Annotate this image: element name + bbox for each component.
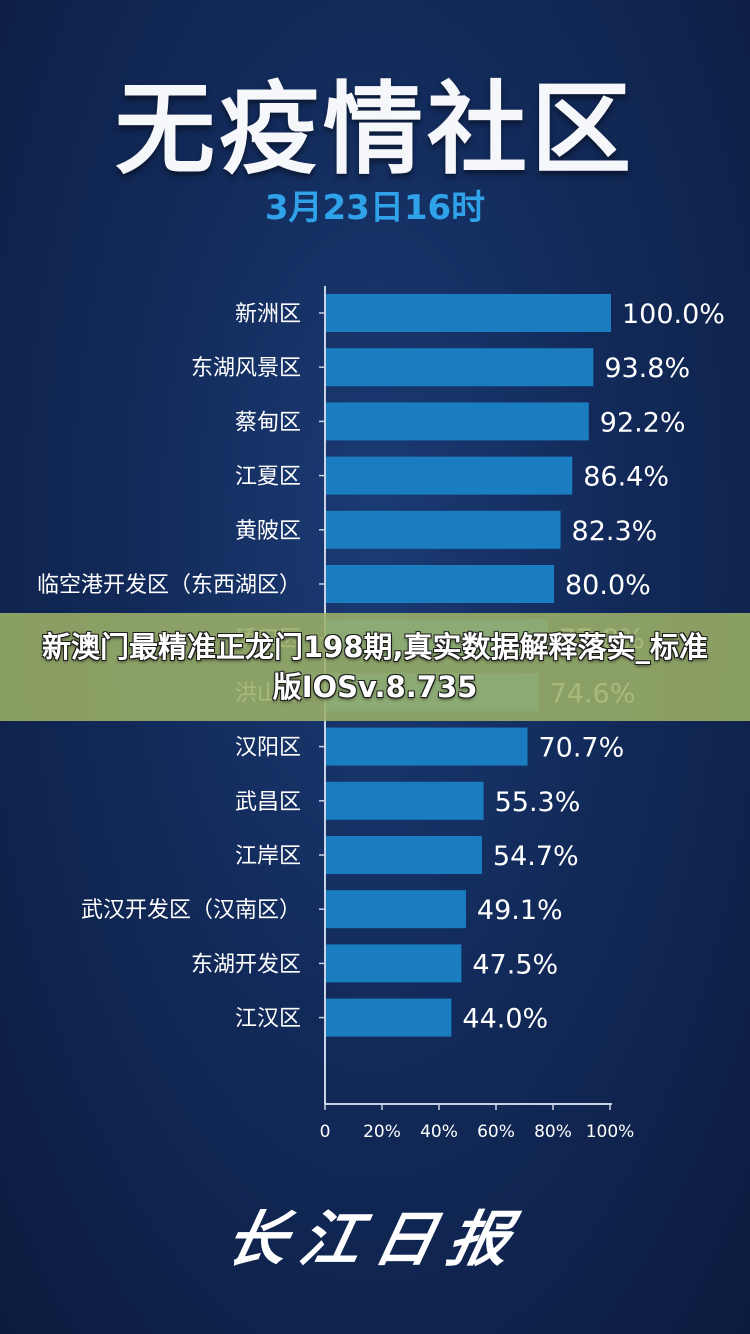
- category-label-12: 东湖开发区: [191, 952, 301, 977]
- category-label-8: 汉阳区: [235, 736, 301, 761]
- value-label-5: 80.0%: [565, 570, 651, 601]
- category-label-5: 临空港开发区（东西湖区）: [37, 573, 301, 598]
- bar-4: [326, 510, 561, 549]
- category-label-9: 武昌区: [235, 790, 301, 815]
- value-label-0: 100.0%: [622, 299, 725, 330]
- axis-layer: 0 20% 40% 60% 80% 100%: [319, 286, 634, 1142]
- bar-13: [326, 998, 452, 1037]
- x-tick-label-0: 0: [320, 1122, 331, 1142]
- category-label-4: 黄陂区: [235, 519, 301, 544]
- bar-8: [326, 727, 528, 766]
- newspaper-logo: 长江日报: [219, 1205, 531, 1275]
- category-label-1: 东湖风景区: [191, 356, 301, 381]
- category-label-2: 蔡甸区: [235, 410, 301, 435]
- x-tick-label-4: 80%: [534, 1122, 572, 1142]
- category-label-3: 江夏区: [235, 465, 301, 490]
- page-subtitle: 3月23日16时: [264, 188, 486, 228]
- value-label-4: 82.3%: [572, 516, 658, 547]
- value-label-9: 55.3%: [495, 787, 581, 818]
- bar-2: [326, 402, 589, 441]
- bar-12: [326, 944, 462, 983]
- category-label-13: 江汉区: [235, 1007, 301, 1032]
- value-label-12: 47.5%: [472, 949, 558, 980]
- value-label-3: 86.4%: [583, 462, 669, 493]
- x-tick-label-3: 60%: [477, 1122, 515, 1142]
- value-label-8: 70.7%: [538, 733, 624, 764]
- bar-9: [326, 781, 484, 820]
- page-title: 无疫情社区: [115, 71, 635, 188]
- x-tick-label-1: 20%: [363, 1122, 401, 1142]
- x-tick-label-2: 40%: [420, 1122, 458, 1142]
- value-label-10: 54.7%: [493, 841, 579, 872]
- category-label-10: 江岸区: [235, 844, 301, 869]
- banner-text: 新澳门最精准正龙门198期,真实数据解释落实_标准版IOSv.8.735: [41, 630, 709, 704]
- value-label-1: 93.8%: [604, 353, 690, 384]
- x-tick-label-5: 100%: [586, 1122, 635, 1142]
- bar-5: [326, 565, 554, 603]
- value-label-11: 49.1%: [477, 895, 563, 926]
- category-label-11: 武汉开发区（汉南区）: [81, 898, 301, 923]
- bar-10: [326, 836, 482, 874]
- overlay-banner: 新澳门最精准正龙门198期,真实数据解释落实_标准版IOSv.8.735: [0, 613, 750, 721]
- bar-1: [326, 348, 594, 387]
- category-label-0: 新洲区: [235, 302, 301, 327]
- bar-11: [326, 890, 466, 929]
- bar-3: [326, 456, 573, 495]
- value-label-13: 44.0%: [462, 1004, 548, 1035]
- bar-0: [326, 294, 611, 332]
- value-label-2: 92.2%: [600, 407, 686, 438]
